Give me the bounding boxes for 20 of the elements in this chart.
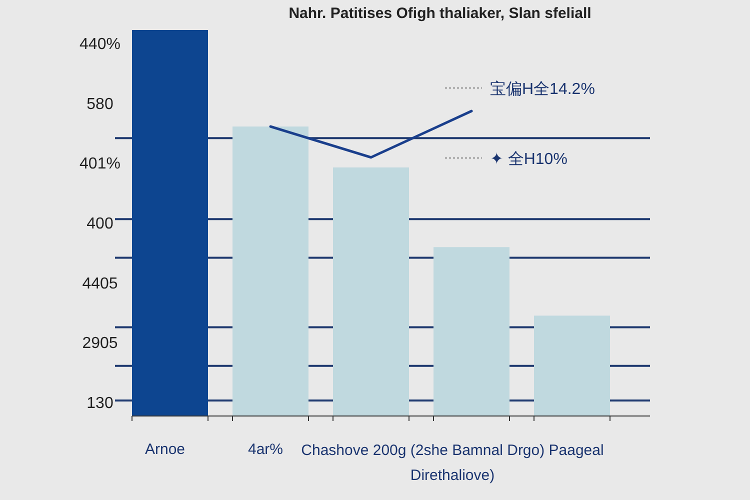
annotation: 440%	[80, 36, 120, 53]
annotation: 宝偏H全14.2%	[490, 80, 595, 98]
x-tick-label: 4ar%	[248, 441, 284, 458]
text: 130	[86, 395, 114, 412]
x-tick-label: Arnoe	[144, 441, 186, 458]
note: 宝偏H全14.2%	[444, 81, 595, 98]
annotation: ✦ 全H10%	[490, 151, 568, 168]
x-axis-title: Chashove 200g (2she Bamnal Drgo) Paageal Direthaliove)	[300, 441, 605, 486]
bar	[333, 167, 409, 416]
note: ✦ 全H10%	[444, 151, 568, 168]
bar	[132, 30, 208, 416]
annotation: 4405	[82, 275, 118, 292]
annotation: 401%	[80, 156, 120, 173]
bar	[534, 316, 610, 416]
annotation: 2905	[82, 335, 118, 352]
bar	[232, 126, 308, 416]
bar	[434, 247, 510, 416]
chart-title: Nahr. Patitises Ofigh thaliaker, Slan sfeliall	[288, 5, 592, 22]
text: 580	[86, 96, 114, 113]
text: 400	[86, 216, 114, 232]
